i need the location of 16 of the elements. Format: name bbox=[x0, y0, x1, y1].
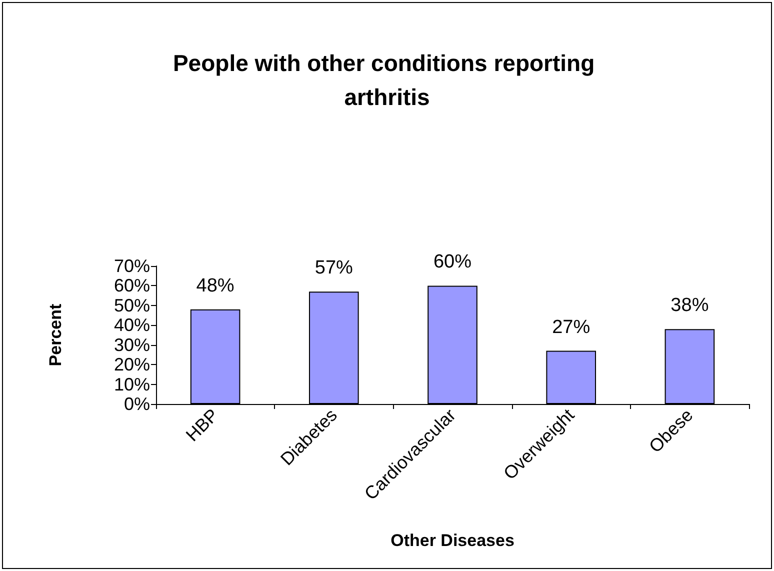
y-tick-label: 70% bbox=[114, 256, 150, 276]
data-label: 60% bbox=[433, 252, 472, 273]
data-label: 48% bbox=[196, 275, 234, 296]
x-axis-title: Other Diseases bbox=[390, 531, 514, 550]
y-tick-label: 30% bbox=[114, 334, 150, 355]
chart-title: People with other conditions reporting arthritis bbox=[172, 50, 602, 110]
data-label: 38% bbox=[670, 295, 709, 316]
data-label: 27% bbox=[552, 316, 590, 338]
data-label: 57% bbox=[314, 258, 354, 279]
y-tick-label: 10% bbox=[114, 374, 150, 394]
y-axis-title: Percent bbox=[46, 303, 65, 366]
y-tick-label: 40% bbox=[114, 315, 150, 336]
y-tick-label: 0% bbox=[124, 394, 150, 414]
y-tick-label: 20% bbox=[114, 354, 150, 375]
y-tick-label: 60% bbox=[114, 276, 150, 296]
y-tick-label: 50% bbox=[114, 295, 150, 316]
